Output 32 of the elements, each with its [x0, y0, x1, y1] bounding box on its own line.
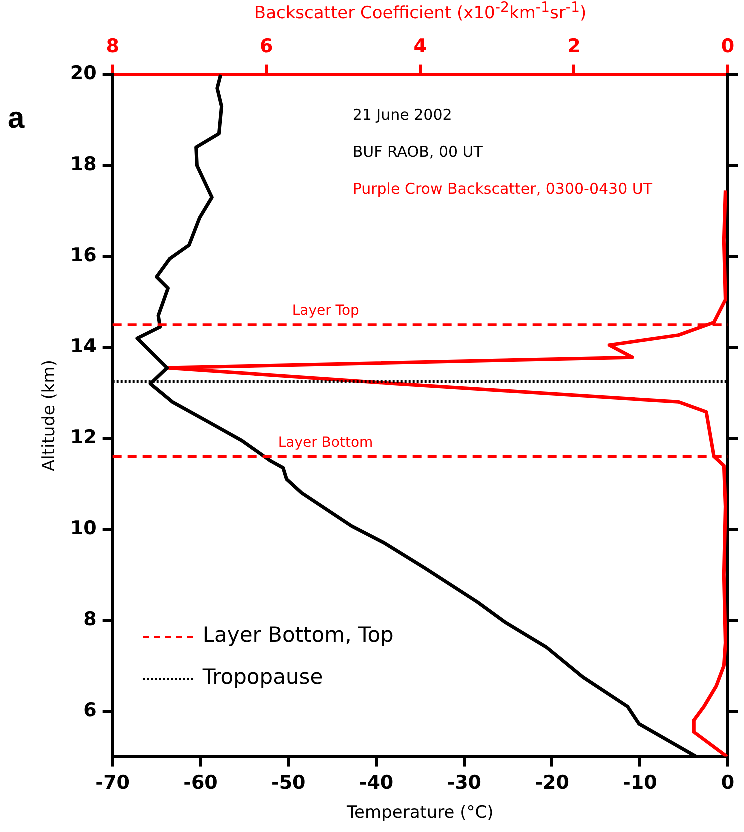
x-tick-label: -40	[359, 772, 394, 794]
x-tick-label: -20	[535, 772, 570, 794]
ref-line-label: Layer Bottom	[278, 434, 374, 451]
x-axis-title: Temperature (°C)	[346, 803, 494, 824]
annotation: Tropopause	[202, 664, 324, 689]
x2-axis-title: Backscatter Coefficient (x10$^{-2}$km$^{-1}$sr$^{-1}$)	[254, 0, 587, 24]
y-tick-label: 8	[84, 608, 97, 630]
text: a	[8, 102, 25, 136]
y-axis-title: Altitude (km)	[40, 360, 60, 472]
x-tick-label: -30	[447, 772, 482, 794]
y-tick-label: 10	[70, 517, 97, 540]
annotation: 21 June 2002	[352, 106, 452, 124]
x2-tick-label: 8	[106, 35, 120, 58]
x-tick-label: -50	[271, 772, 306, 794]
ref-line-label: Layer Top	[292, 302, 360, 319]
y-tick-label: 20	[70, 62, 97, 85]
y-tick-label: 12	[70, 426, 97, 448]
y-tick-label: 16	[70, 244, 97, 267]
y-tick-label: 14	[70, 336, 97, 358]
y-tick-label: 6	[84, 699, 97, 722]
x2-tick-label: 6	[260, 35, 274, 58]
x2-tick-label: 0	[721, 35, 735, 58]
x-tick-label: 0	[721, 772, 735, 794]
x-tick-label: -10	[622, 772, 658, 794]
x2-tick-label: 2	[568, 35, 581, 58]
x-tick-label: -70	[96, 772, 130, 794]
annotation: Purple Crow Backscatter, 0300-0430 UT	[352, 180, 653, 198]
x-tick-label: -60	[184, 772, 218, 794]
annotation: BUF RAOB, 00 UT	[352, 142, 483, 161]
y-tick-label: 18	[70, 154, 97, 176]
annotation: Layer Bottom, Top	[202, 622, 394, 647]
x2-tick-label: 4	[414, 35, 428, 58]
